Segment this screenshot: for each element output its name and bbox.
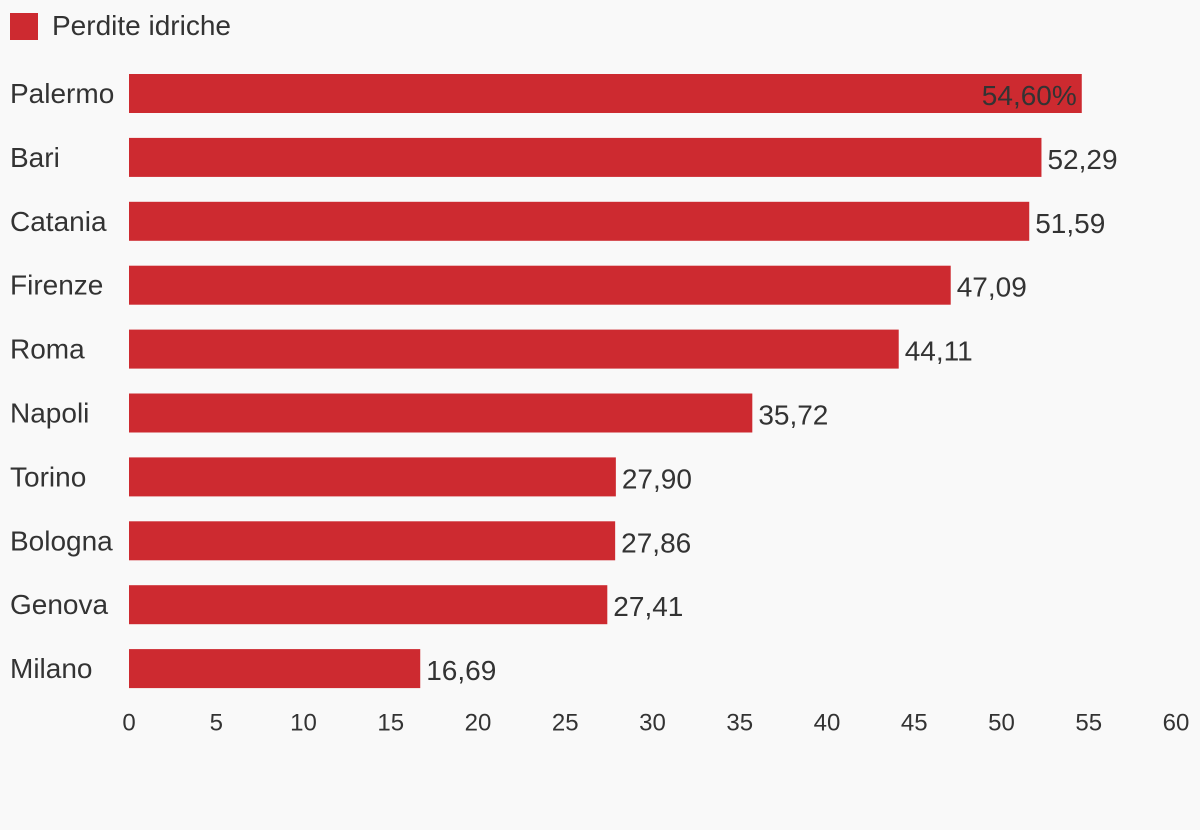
x-tick-label: 25 (552, 710, 579, 737)
data-label: 16,69 (426, 655, 496, 686)
data-label: 35,72 (758, 400, 828, 431)
data-label: 51,59 (1035, 208, 1105, 239)
x-tick-label: 55 (1075, 710, 1102, 737)
category-label: Milano (10, 653, 92, 684)
legend-swatch (10, 12, 38, 40)
data-label: 44,11 (905, 336, 973, 367)
category-label: Bologna (10, 525, 113, 556)
bar (129, 265, 951, 305)
x-tick-label: 10 (290, 710, 317, 737)
x-tick-label: 45 (901, 710, 928, 737)
data-label: 47,09 (957, 272, 1027, 303)
bar (129, 649, 421, 689)
bar (129, 521, 616, 561)
legend: Perdite idriche (10, 10, 231, 42)
x-tick-label: 5 (210, 710, 223, 737)
bar (129, 585, 608, 625)
category-label: Catania (10, 206, 107, 237)
bar (129, 74, 1082, 113)
legend-label: Perdite idriche (52, 10, 231, 41)
data-label: 54,60% (982, 80, 1077, 111)
x-tick-label: 30 (639, 710, 666, 737)
x-tick-label: 15 (377, 710, 404, 737)
category-label: Bari (10, 142, 60, 173)
bar (129, 457, 616, 497)
x-tick-label: 35 (726, 710, 753, 737)
bar (129, 329, 899, 369)
x-tick-label: 0 (122, 710, 135, 737)
category-label: Napoli (10, 398, 89, 429)
category-label: Palermo (10, 78, 114, 109)
category-label: Torino (10, 461, 86, 492)
category-label: Genova (10, 589, 108, 620)
bar (129, 137, 1042, 177)
data-label: 27,86 (621, 527, 691, 558)
x-tick-label: 60 (1163, 710, 1190, 737)
x-tick-label: 40 (814, 710, 841, 737)
bar (129, 393, 753, 433)
data-label: 27,90 (622, 463, 692, 494)
data-label: 52,29 (1047, 144, 1117, 175)
x-tick-label: 50 (988, 710, 1015, 737)
data-label: 27,41 (613, 591, 683, 622)
x-tick-label: 20 (465, 710, 492, 737)
category-label: Roma (10, 334, 85, 365)
bar (129, 201, 1030, 241)
category-label: Firenze (10, 270, 103, 301)
